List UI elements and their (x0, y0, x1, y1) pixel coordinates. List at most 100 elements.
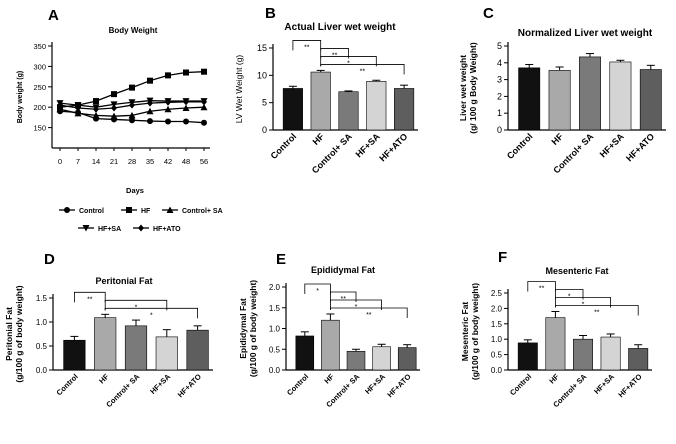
y-tick-label: 3 (497, 75, 502, 85)
significance-label: * (582, 301, 585, 308)
significance-label: * (150, 312, 153, 319)
y-tick-label: 0 (497, 125, 502, 135)
x-tick-label-hf-ato: HF+ATO (377, 131, 409, 163)
x-tick-label: 28 (128, 157, 136, 166)
y-axis-label-line: LV Wet Weight (g) (234, 55, 244, 124)
significance-bracket (320, 64, 405, 75)
point-control-sa (146, 107, 154, 115)
legend-marker-control-sa (166, 206, 174, 213)
x-tick-label-hf: HF (549, 131, 565, 147)
x-axis-label: Days (126, 186, 144, 195)
bar-control-sa (346, 351, 366, 371)
significance-bracket (330, 307, 408, 318)
bar-hf-sa (372, 346, 391, 371)
panel-letter-a: A (48, 7, 59, 24)
point-control-sa (110, 112, 118, 120)
point-hf (147, 77, 153, 84)
bar-control (517, 342, 538, 371)
bar-control-sa (579, 56, 601, 131)
x-tick-label-hf-ato: HF+ATO (624, 131, 656, 163)
significance-bracket (320, 48, 349, 59)
x-tick-label: 0 (58, 157, 62, 166)
bar-hf-ato (628, 348, 649, 371)
x-tick-label-hf-sa: HF+SA (598, 131, 626, 159)
significance-bracket (330, 299, 382, 310)
significance-label: * (316, 288, 319, 295)
chart-title: Mesenteric Fat (545, 266, 608, 276)
x-tick-label-hf-ato: HF+ATO (176, 372, 203, 399)
y-axis-label: Epididymal Fat(g/100 g of body weight) (238, 280, 258, 377)
point-hf-ato (201, 98, 207, 106)
y-tick-label: 0.0 (36, 366, 48, 375)
x-tick-label-hf-ato: HF+ATO (385, 372, 412, 399)
y-axis-label-line: Liver wet weight (458, 55, 468, 121)
significance-bracket (555, 297, 611, 308)
y-tick-label: 0.5 (491, 351, 503, 360)
significance-label: ** (360, 68, 366, 75)
y-tick-label: 15 (257, 43, 267, 53)
y-tick-label: 1 (497, 108, 502, 118)
bar-control-sa (124, 325, 148, 371)
x-tick-label-hf: HF (97, 372, 111, 386)
panel-letter-f: F (498, 249, 507, 266)
y-tick-label: 0.0 (491, 366, 503, 375)
point-hf (111, 91, 117, 98)
panel-e: E Epididymal Fat 0.0 0.5 1.0 1.5 2.0 Epididymal… (238, 251, 420, 409)
legend-marker-hf-sa (82, 225, 90, 232)
y-tick-label: 250 (33, 83, 46, 92)
y-tick-label: 1.0 (491, 335, 503, 344)
significance-bracket (320, 56, 377, 67)
bar-hf (321, 319, 340, 371)
legend-marker-control (64, 207, 70, 213)
y-tick-label: 10 (257, 70, 267, 80)
panel-b: B Actual Liver wet weight 0 5 10 15 LV Wet Wei… (234, 5, 418, 175)
y-axis-label: Liver wet weight(g/ 100 g Body Weight) (458, 42, 478, 134)
legend-marker-hf-ato (138, 224, 144, 232)
bar-control (63, 339, 86, 371)
y-tick-label: 1.5 (491, 320, 503, 329)
bar-hf-sa (600, 336, 621, 371)
x-tick-label-control: Control (508, 372, 533, 397)
significance-label: ** (340, 296, 346, 303)
y-tick-label: 2.0 (269, 283, 281, 292)
legend-label-hf-sa: HF+SA (98, 226, 121, 233)
significance-label: * (355, 304, 358, 311)
point-control-sa (182, 104, 190, 112)
bar-control (282, 88, 303, 131)
significance-label: * (347, 60, 350, 67)
point-hf (201, 68, 207, 75)
chart-title: Normalized Liver wet weight (518, 28, 653, 39)
bar-hf-sa (155, 336, 178, 371)
chart-title: Peritonial Fat (95, 276, 152, 286)
point-hf-ato (165, 98, 171, 106)
y-axis-label: LV Wet Weight (g) (234, 55, 244, 124)
panel-letter-b: B (265, 5, 276, 22)
bar-hf-ato (397, 347, 417, 371)
y-axis-label-line: Epididymal Fat (238, 298, 248, 359)
x-tick-label-control: Control (505, 131, 535, 161)
point-hf-ato (93, 105, 99, 113)
x-tick-label-hf: HF (322, 372, 336, 386)
point-hf-ato (111, 104, 117, 112)
y-axis-label-line: (g/100 g of body weight) (14, 285, 24, 382)
x-tick-label-hf: HF (547, 372, 561, 386)
x-tick-label-hf-ato: HF+ATO (616, 372, 643, 399)
x-tick-label: 7 (76, 157, 80, 166)
significance-label: ** (366, 312, 372, 319)
y-tick-label: 300 (33, 62, 46, 71)
point-hf-ato (147, 99, 153, 107)
significance-bracket (330, 291, 357, 302)
x-tick-label-hf-sa: HF+SA (148, 372, 172, 396)
y-tick-label: 1.5 (269, 304, 281, 313)
significance-label: ** (594, 309, 600, 316)
bar-hf (545, 317, 566, 371)
point-control (183, 118, 189, 125)
chart-title: Epididymal Fat (311, 265, 375, 275)
panel-letter-c: C (483, 5, 494, 22)
point-hf (93, 98, 99, 105)
bar-control-sa (573, 338, 593, 371)
point-control-sa (56, 105, 64, 113)
point-hf-ato (75, 104, 81, 112)
significance-bracket (292, 40, 322, 51)
x-tick-label: 14 (92, 157, 100, 166)
